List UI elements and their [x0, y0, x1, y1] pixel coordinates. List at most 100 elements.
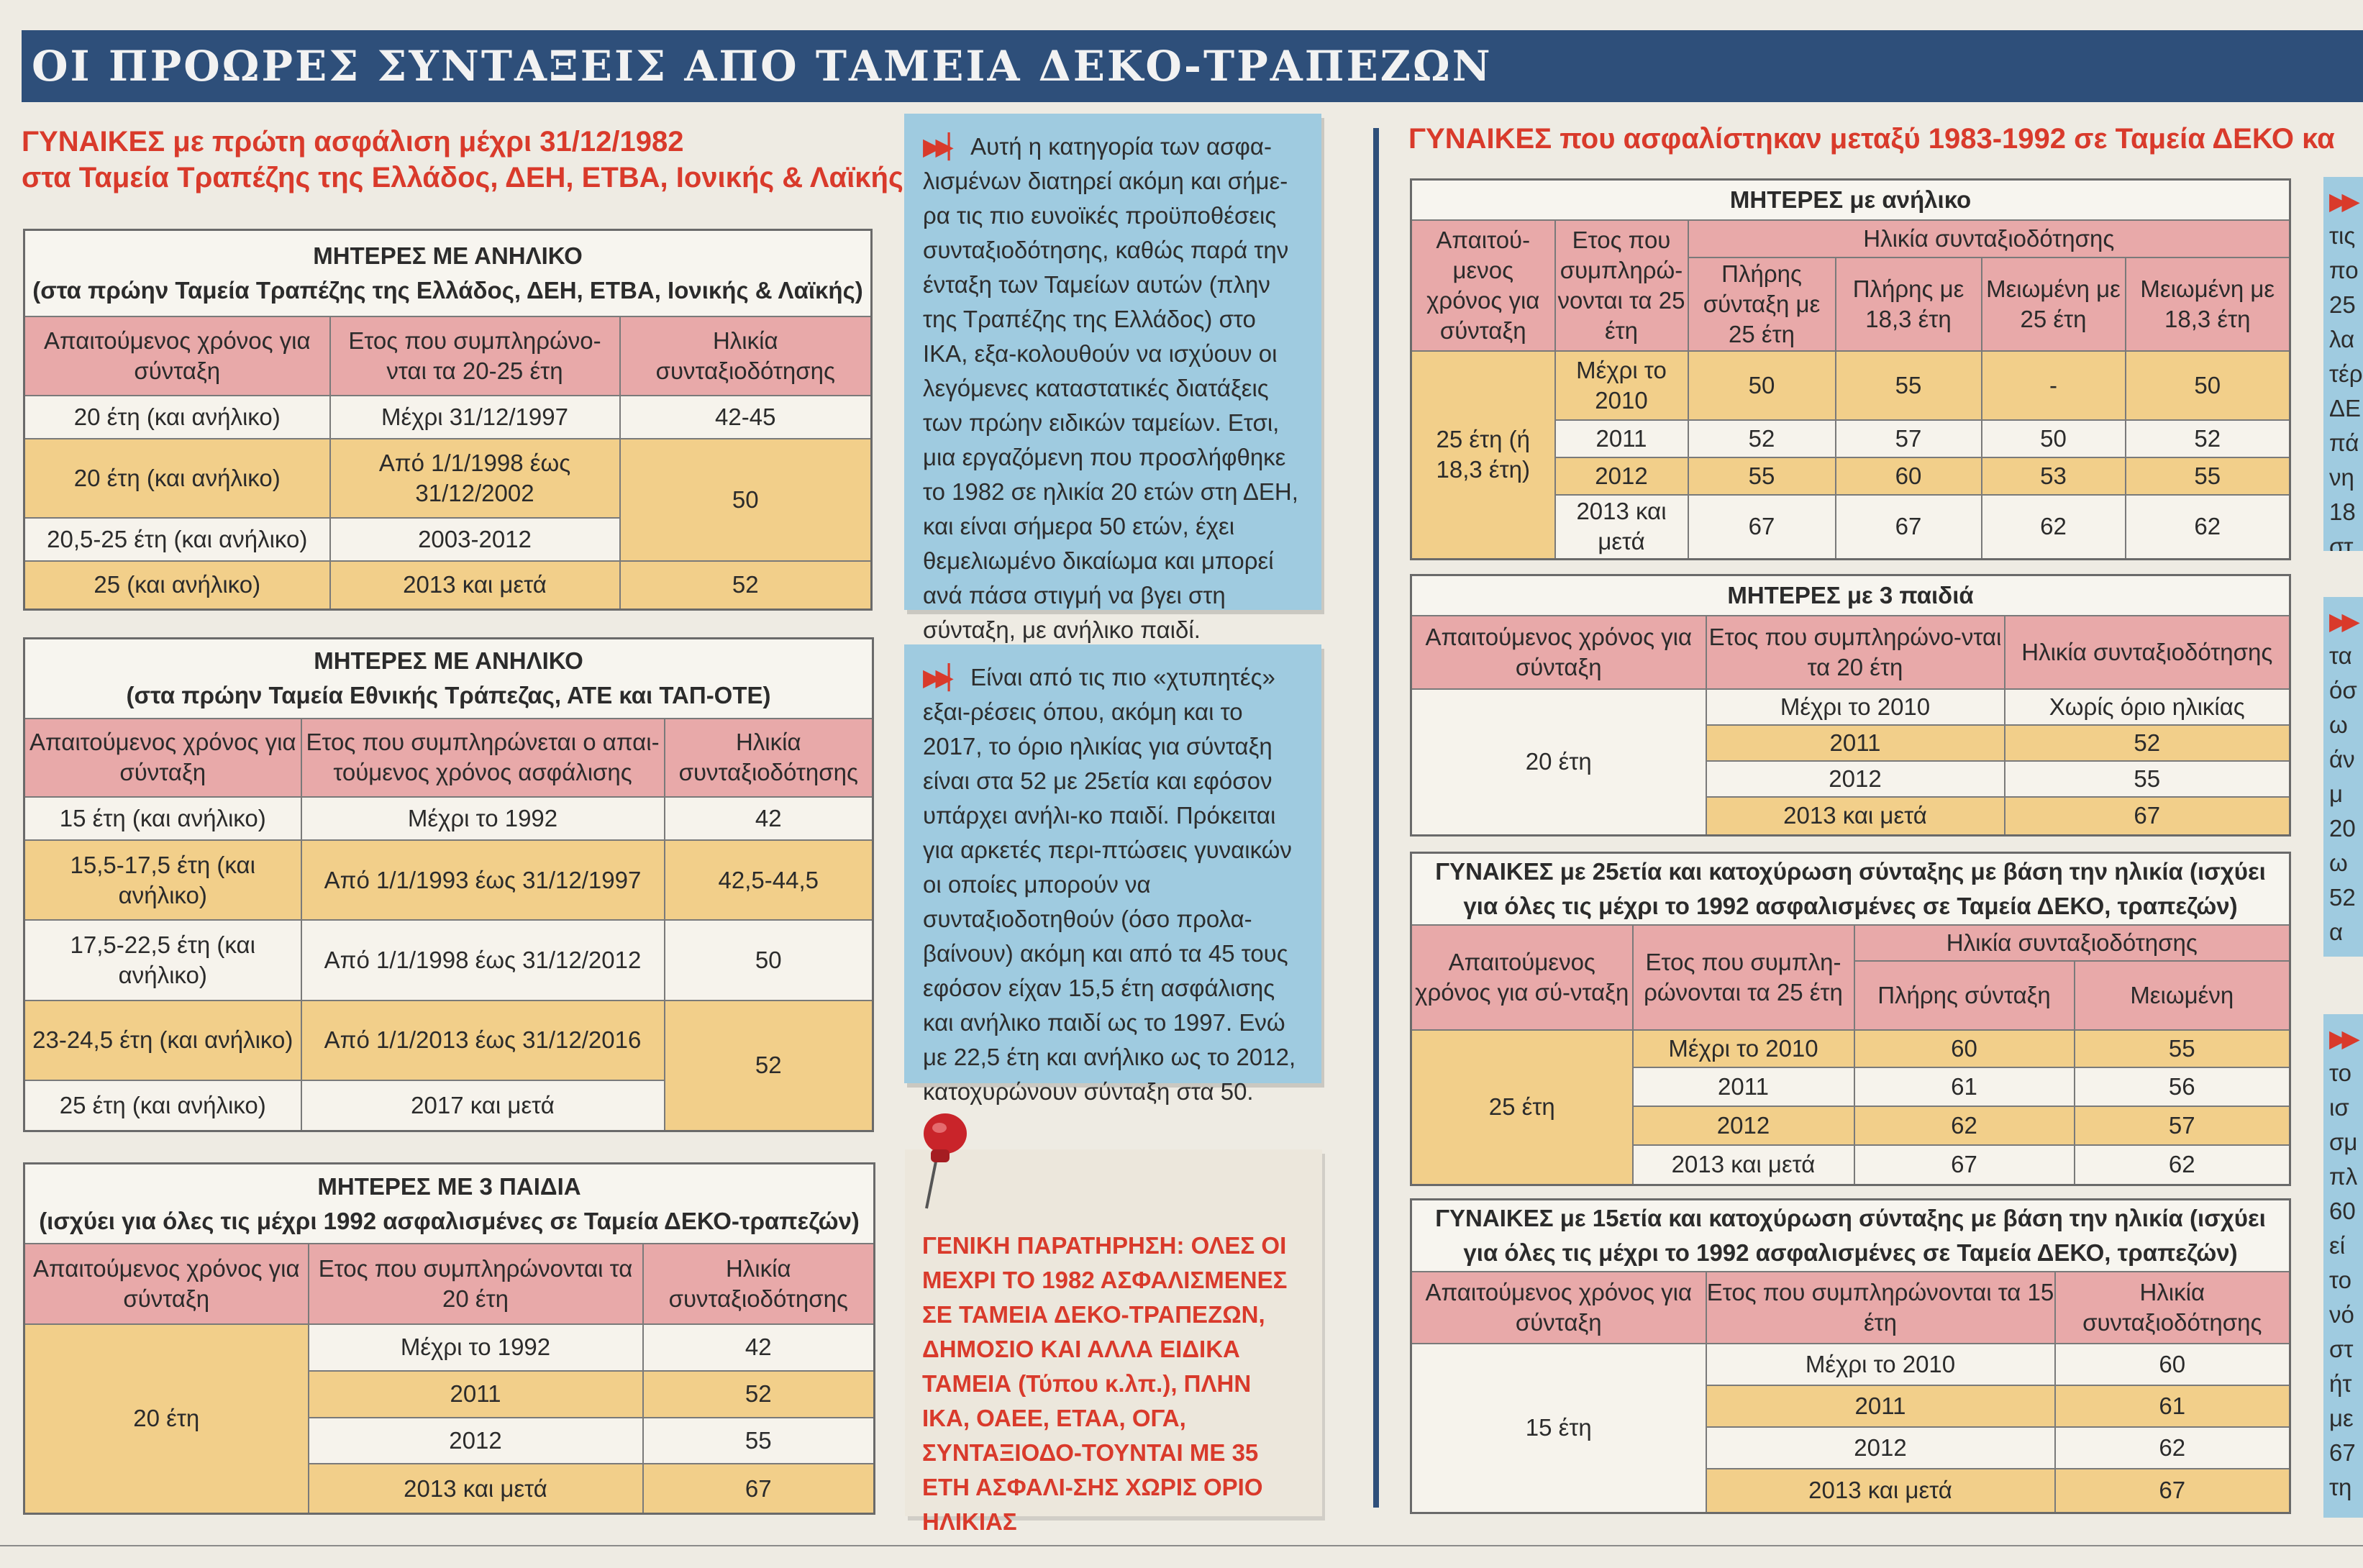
table-cell: 50: [2124, 350, 2291, 421]
strip-line: 60: [2329, 1198, 2356, 1224]
table-cell: 57: [1834, 419, 1982, 458]
table-cell: 2017 και μετά: [300, 1079, 665, 1132]
table-mothers-3-children: ΜΗΤΕΡΕΣ ΜΕ 3 ΠΑΙΔΙΑ (ισχύει για όλες τις …: [23, 1162, 875, 1515]
info-box-2-text: Είναι από τις πιο «χτυπητές» εξαι-ρέσεις…: [923, 664, 1296, 1105]
strip-line: πο: [2329, 257, 2359, 283]
table-cell: 23-24,5 έτη (και ανήλικο): [23, 999, 302, 1081]
table-mothers-3-children-1983-1992: ΜΗΤΕΡΕΣ με 3 παιδιά Απαιτούμενος χρόνος …: [1410, 574, 2292, 837]
table-cell: 50: [1980, 419, 2126, 458]
col-header: Ηλικία συνταξιοδότησης: [1853, 924, 2291, 962]
info-box-1-text: Αυτή η κατηγορία των ασφα-λισμένων διατη…: [923, 133, 1298, 643]
col-header: Ηλικία συνταξιοδότησης: [663, 717, 874, 798]
col-header: Ηλικία συνταξιοδότησης: [642, 1243, 875, 1325]
table-cell: 62: [2073, 1144, 2291, 1186]
table-cell: 55: [1834, 350, 1982, 421]
table-women-25-years: ΓΥΝΑΙΚΕΣ με 25ετία και κατοχύρωση σύνταξ…: [1410, 852, 2292, 1186]
table-cell: 2013 και μετά: [1705, 1467, 2056, 1514]
table-cell: 20 έτη (και ανήλικο): [23, 394, 331, 439]
strip-line: με: [2329, 1405, 2354, 1431]
table-cell: 50: [619, 437, 873, 562]
table-cell: Μέχρι 31/12/1997: [329, 394, 621, 439]
table-cell: Χωρίς όριο ηλικίας: [2003, 688, 2291, 726]
table-cell: 2011: [1705, 1384, 2056, 1428]
col-subheader: Πλήρης σύνταξη με 25 έτη: [1687, 256, 1836, 352]
strip-line: στ: [2329, 1336, 2354, 1362]
table-cell: 55: [2124, 456, 2291, 496]
col-subheader: Πλήρης σύνταξη: [1853, 960, 2075, 1031]
col-header: Απαιτούμενος χρόνος για σύνταξη: [23, 717, 302, 798]
table-cell: 67: [2054, 1467, 2291, 1514]
col-header: Απαιτούμενος χρόνος για σύνταξη: [23, 1243, 309, 1325]
table-cell: 50: [1687, 350, 1836, 421]
strip-line: τέρ: [2329, 360, 2363, 387]
table-title: ΜΗΤΕΡΕΣ ΜΕ ΑΝΗΛΙΚΟ (στα πρώην Ταμεία Τραπ…: [23, 229, 873, 317]
table-cell: Μέχρι το 1992: [300, 796, 665, 842]
table-cell: 2011: [1631, 1066, 1855, 1107]
col-header: Ετος που συμπληρώ-νονται τα 25 έτη: [1554, 219, 1689, 352]
col-header: Ηλικία συνταξιοδότησης: [1687, 219, 2291, 258]
col-subheader: Πλήρης με 18,3 έτη: [1834, 256, 1982, 352]
strip-line: το: [2329, 1059, 2351, 1086]
table-cell: -: [1980, 350, 2126, 421]
table-cell: 61: [1853, 1066, 2075, 1107]
strip-line: εί: [2329, 1232, 2346, 1259]
table-cell: 2011: [1705, 724, 2005, 762]
table-cell: 17,5-22,5 έτη (και ανήλικο): [23, 919, 302, 1001]
strip-line: πά: [2329, 429, 2359, 456]
col-subheader: Μειωμένη με 18,3 έτη: [2124, 256, 2291, 352]
strip-line: τα: [2329, 642, 2352, 669]
page-bottom-rule: [0, 1545, 2363, 1546]
table-cell: 2011: [1554, 419, 1689, 458]
table-cell: 52: [1687, 419, 1836, 458]
table-cell: 57: [2073, 1105, 2291, 1146]
fast-forward-icon: ▶▶▏: [923, 664, 966, 690]
table-cell: Από 1/1/1998 έως 31/12/2002: [329, 437, 621, 519]
table-cell: 15 έτη (και ανήλικο): [23, 796, 302, 842]
table-cell: 42: [642, 1323, 875, 1372]
table-cell: 20 έτη: [1410, 688, 1707, 837]
table-cell: 25 έτη: [1410, 1029, 1634, 1186]
table-women-15-years: ΓΥΝΑΙΚΕΣ με 15ετία και κατοχύρωση σύνταξ…: [1410, 1198, 2291, 1514]
col-header: Ετος που συμπληρώνο-νται τα 20-25 έτη: [329, 315, 621, 396]
fast-forward-icon: ▶▶▏: [923, 133, 966, 160]
table-cell: 62: [2124, 493, 2291, 560]
strip-line: 52: [2329, 884, 2356, 911]
table-title: ΓΥΝΑΙΚΕΣ με 25ετία και κατοχύρωση σύνταξ…: [1410, 852, 2291, 926]
table-cell: 52: [642, 1369, 875, 1418]
table-cell: 67: [2003, 796, 2291, 837]
fast-forward-icon: ▶▶: [2329, 188, 2360, 214]
table-cell: 67: [1834, 493, 1982, 560]
table-cell: 60: [1853, 1029, 2075, 1068]
table-cell: 42-45: [619, 394, 873, 439]
table-cell: 20 έτη: [23, 1323, 309, 1515]
table-cell: 25 έτη (ή 18,3 έτη): [1410, 350, 1556, 560]
col-header: Ετος που συμπληρώνεται ο απαι-τούμενος χ…: [300, 717, 665, 798]
info-box-1: ▶▶▏ Αυτή η κατηγορία των ασφα-λισμένων δι…: [904, 114, 1321, 643]
col-header: Ηλικία συνταξιοδότησης: [2054, 1270, 2291, 1344]
col-subheader: Μειωμένη με 25 έτη: [1980, 256, 2126, 352]
table-title: ΜΗΤΕΡΕΣ ΜΕ 3 ΠΑΙΔΙΑ (ισχύει για όλες τις …: [23, 1162, 875, 1245]
strip-line: ω: [2329, 711, 2348, 738]
col-header: Ετος που συμπλη-ρώνονται τα 25 έτη: [1631, 924, 1855, 1031]
table-cell: 61: [2054, 1384, 2291, 1428]
table-cell: 25 (και ανήλικο): [23, 560, 331, 611]
table-mothers-minor-nbg: ΜΗΤΕΡΕΣ ΜΕ ΑΝΗΛΙΚΟ (στα πρώην Ταμεία Εθνι…: [23, 637, 875, 1132]
table-title-line2: για όλες τις μέχρι το 1992 ασφαλισμένες …: [1463, 1239, 2238, 1266]
col-header: Ηλικία συνταξιοδότησης: [2003, 614, 2291, 690]
strip-line: το: [2329, 1267, 2351, 1293]
table-cell: 52: [2003, 724, 2291, 762]
table-title-line2: (στα πρώην Ταμεία Εθνικής Τράπεζας, ΑΤΕ …: [126, 682, 771, 709]
table-cell: 25 έτη (και ανήλικο): [23, 1079, 302, 1132]
strip-line: μ: [2329, 780, 2344, 807]
table-cell: Από 1/1/2013 έως 31/12/2016: [300, 999, 665, 1081]
table-title-line2: (ισχύει για όλες τις μέχρι 1992 ασφαλισμ…: [39, 1207, 860, 1234]
table-cell: 15,5-17,5 έτη (και ανήλικο): [23, 839, 302, 921]
strip-line: πλ: [2329, 1163, 2358, 1190]
table-cell: 2013 και μετά: [307, 1463, 644, 1515]
table-title-line1: ΓΥΝΑΙΚΕΣ με 15ετία και κατοχύρωση σύνταξ…: [1435, 1204, 2266, 1231]
table-cell: 62: [1853, 1105, 2075, 1146]
table-cell: 2013 και μετά: [329, 560, 621, 611]
table-title: ΜΗΤΕΡΕΣ με ανήλικο: [1410, 178, 2291, 221]
strip-line: ω: [2329, 849, 2348, 876]
strip-line: άν: [2329, 746, 2355, 772]
